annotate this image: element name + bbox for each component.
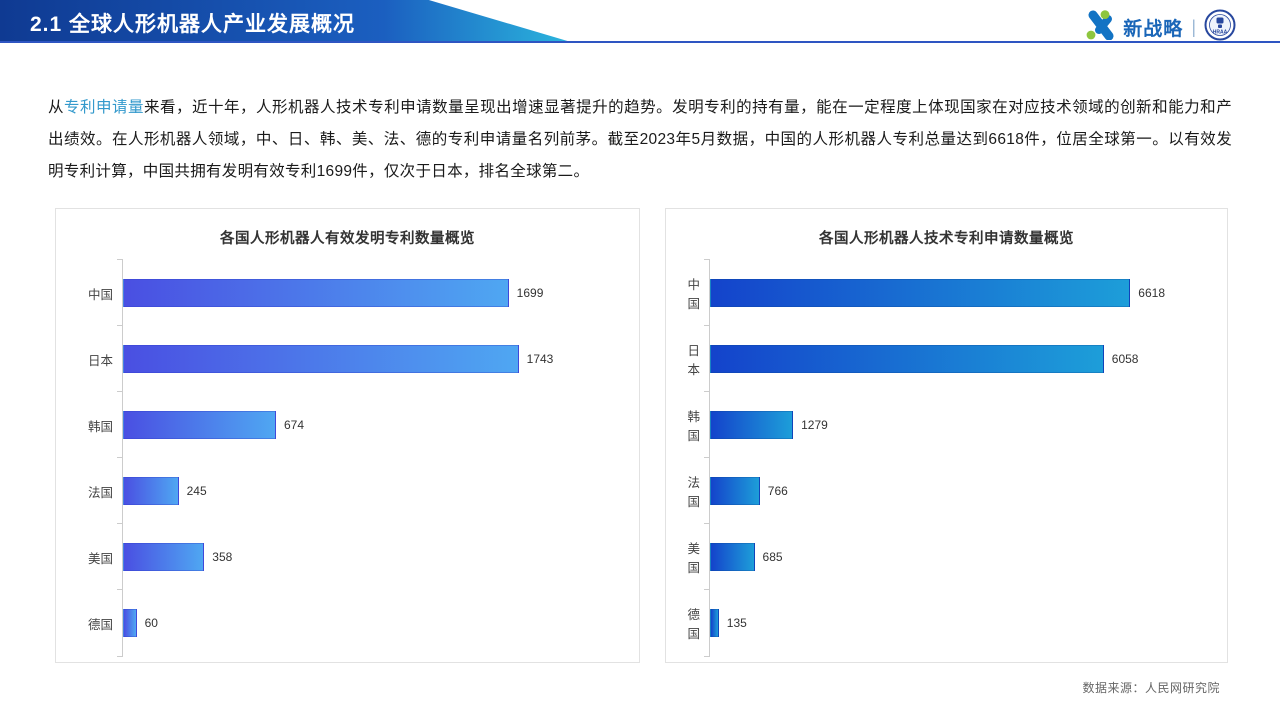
bar-track: 766	[704, 457, 1165, 524]
chart-card-patent-applications: 各国人形机器人技术专利申请数量概览 中国 6618 日本 6058 韩国 1279 法国 76…	[665, 208, 1228, 663]
bar-track: 685	[704, 523, 1165, 590]
chart-row: 美国 358	[68, 523, 627, 590]
category-label: 韩国	[687, 410, 700, 443]
chart-row: 法国 245	[68, 457, 627, 524]
bar-value-label: 6618	[1138, 286, 1165, 300]
category-label: 美国	[87, 551, 113, 566]
bar-value-label: 6058	[1111, 352, 1139, 366]
chart-bar	[710, 345, 1104, 373]
bar-value-label: 1699	[516, 286, 544, 300]
bar-value-label: 135	[726, 616, 747, 630]
chart-bar	[710, 477, 760, 505]
bar-value-label: 245	[186, 484, 207, 498]
chart-row: 中国 6618	[678, 259, 1215, 326]
chart-bar	[123, 543, 205, 571]
bar-track: 245	[117, 457, 577, 524]
bar-value-label: 766	[767, 484, 788, 498]
category-label: 韩国	[87, 419, 113, 434]
chart-row: 美国 685	[678, 523, 1215, 590]
bar-track: 1743	[117, 325, 577, 392]
chart-card-valid-invention-patents: 各国人形机器人有效发明专利数量概览 中国 1699 日本 1743 韩国 674 法国 245…	[55, 208, 640, 663]
intro-paragraph: 从专利申请量来看，近十年，人形机器人技术专利申请数量呈现出增速显著提升的趋势。发…	[48, 92, 1232, 189]
bar-plot: 中国 6618 日本 6058 韩国 1279 法国 766 美国 685 德国 135	[678, 259, 1215, 657]
chart-row: 法国 766	[678, 457, 1215, 524]
bar-value-label: 358	[212, 550, 233, 564]
chart-bar	[710, 279, 1131, 307]
category-label: 法国	[87, 485, 113, 500]
chart-title: 各国人形机器人技术专利申请数量概览	[819, 231, 1074, 247]
chart-bar	[710, 543, 755, 571]
category-label: 日本	[87, 353, 113, 368]
category-label: 中国	[687, 278, 700, 311]
bar-value-label: 60	[144, 616, 158, 630]
chart-row: 德国 60	[68, 589, 627, 657]
header-underline	[0, 41, 1280, 43]
intro-prefix: 从	[48, 98, 65, 116]
bar-track: 60	[117, 589, 577, 657]
page-title: 2.1 全球人形机器人产业发展概况	[30, 13, 356, 36]
bar-track: 674	[117, 391, 577, 458]
intro-highlight: 专利申请量	[64, 98, 145, 116]
brand-x-icon	[1086, 10, 1116, 45]
bar-plot: 中国 1699 日本 1743 韩国 674 法国 245 美国 358 德国 60	[68, 259, 627, 657]
chart-bar	[710, 609, 719, 637]
data-source-note: 数据来源：人民网研究院	[1082, 681, 1220, 695]
bar-value-label: 1279	[801, 418, 828, 432]
chart-bar	[123, 345, 519, 373]
category-label: 日本	[687, 344, 700, 377]
svg-text:HRAA: HRAA	[1213, 30, 1228, 36]
chart-row: 韩国 674	[68, 391, 627, 458]
brand-name: 新战略	[1123, 19, 1184, 40]
chart-bar	[123, 279, 509, 307]
logo-divider: |	[1191, 17, 1196, 37]
category-label: 德国	[87, 617, 113, 632]
bar-track: 6618	[704, 259, 1165, 326]
category-label: 中国	[87, 287, 113, 302]
brand-logo: 新战略 | HRAA	[1086, 9, 1236, 46]
intro-body: 来看，近十年，人形机器人技术专利申请数量呈现出增速显著提升的趋势。发明专利的持有…	[48, 98, 1232, 180]
association-badge-icon: HRAA	[1204, 9, 1236, 46]
chart-row: 德国 135	[678, 589, 1215, 657]
bar-track: 135	[704, 589, 1165, 657]
chart-row: 日本 1743	[68, 325, 627, 392]
charts-row: 各国人形机器人有效发明专利数量概览 中国 1699 日本 1743 韩国 674 法国 245…	[55, 208, 1228, 663]
category-label: 法国	[687, 476, 700, 509]
chart-bar	[710, 411, 794, 439]
chart-bar	[123, 477, 179, 505]
bar-track: 1279	[704, 391, 1165, 458]
chart-bar	[123, 609, 137, 637]
bar-track: 6058	[704, 325, 1165, 392]
bar-value-label: 1743	[526, 352, 554, 366]
chart-row: 日本 6058	[678, 325, 1215, 392]
category-label: 美国	[687, 542, 700, 575]
bar-value-label: 685	[762, 550, 783, 564]
chart-row: 中国 1699	[68, 259, 627, 326]
bar-track: 1699	[117, 259, 577, 326]
chart-title: 各国人形机器人有效发明专利数量概览	[220, 231, 475, 247]
chart-bar	[123, 411, 276, 439]
chart-row: 韩国 1279	[678, 391, 1215, 458]
bar-value-label: 674	[283, 418, 305, 432]
category-label: 德国	[687, 608, 700, 641]
bar-track: 358	[117, 523, 577, 590]
